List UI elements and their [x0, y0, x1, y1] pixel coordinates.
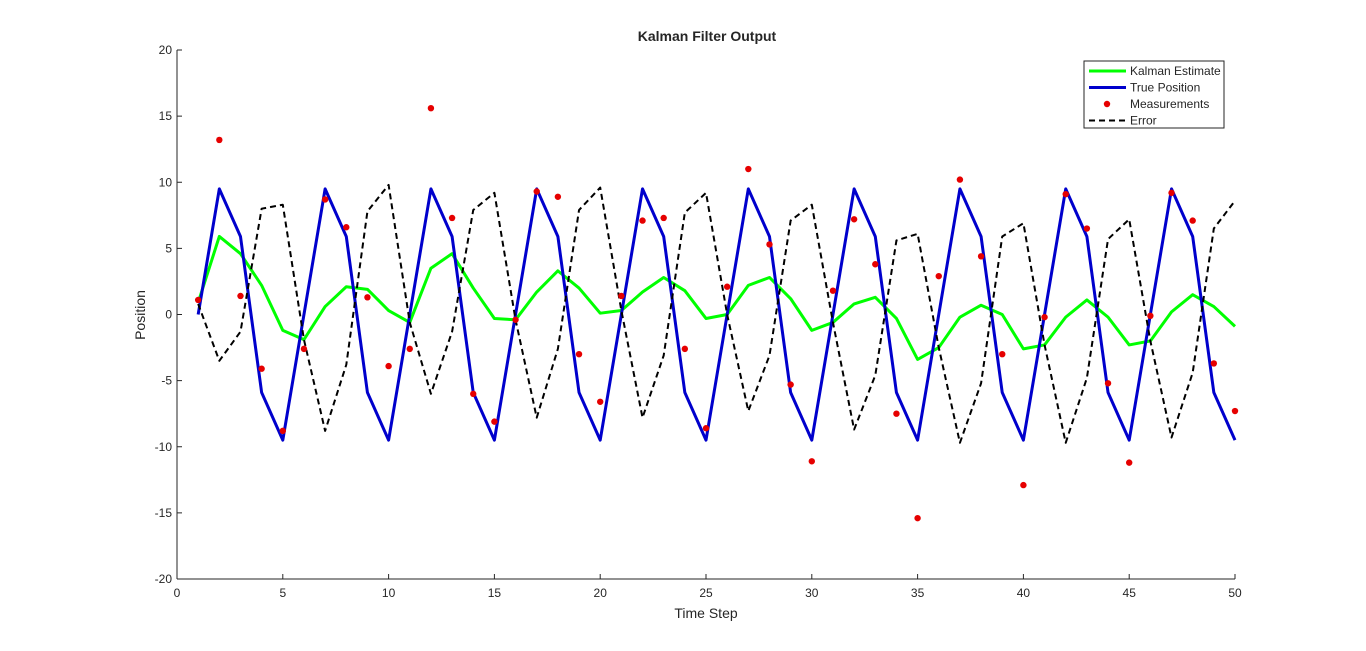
measurement-point: [364, 294, 371, 301]
series-true-position: [196, 187, 1237, 442]
legend: Kalman Estimate True Position Measurements…: [1083, 60, 1225, 129]
measurement-point: [723, 283, 731, 290]
chart-title: Kalman Filter Output: [638, 28, 777, 44]
measurement-point: [914, 514, 921, 522]
measurement-point: [512, 316, 519, 323]
legend-marker: [1103, 100, 1111, 108]
series-measurements: [194, 104, 1239, 522]
measurement-point: [935, 272, 942, 280]
plot-area: [177, 50, 1235, 579]
measurement-point: [1083, 225, 1091, 232]
legend-label: Measurements: [1130, 97, 1209, 111]
y-tick-label: 15: [159, 109, 173, 123]
series-error: [197, 183, 1236, 444]
measurement-point: [1189, 217, 1196, 224]
y-tick-label: -15: [155, 506, 173, 520]
measurement-point: [237, 292, 244, 300]
measurement-point: [872, 261, 879, 268]
legend-label: Error: [1130, 114, 1157, 128]
measurement-point: [406, 345, 413, 353]
measurement-point: [639, 217, 646, 224]
measurement-point: [1104, 380, 1112, 387]
measurement-point: [766, 241, 773, 248]
x-tick-label: 15: [488, 586, 502, 600]
legend-entry-true-position: True Position: [1089, 81, 1200, 95]
measurement-point: [300, 345, 308, 353]
x-tick-label: 5: [279, 586, 286, 600]
measurement-point: [977, 253, 985, 260]
x-tick-label: 50: [1228, 586, 1242, 600]
x-tick-label: 45: [1123, 586, 1137, 600]
y-tick-label: -5: [161, 374, 172, 388]
measurement-point: [956, 176, 964, 183]
measurement-point: [448, 214, 456, 222]
axes-layer: 0 5 10 15 20 25 30 35 40 45 50 -20 -15 -10 -5 0 5 10 15 20: [155, 43, 1242, 600]
measurement-point: [787, 381, 794, 388]
measurement-point: [1062, 190, 1069, 198]
legend-label: Kalman Estimate: [1130, 64, 1221, 78]
legend-entry-measurements: Measurements: [1103, 97, 1209, 111]
legend-entry-error: Error: [1089, 114, 1157, 128]
legend-entry-kalman-estimate: Kalman Estimate: [1089, 64, 1221, 78]
measurement-point: [1168, 189, 1175, 197]
measurement-point: [258, 365, 265, 372]
y-tick-label: 20: [159, 43, 173, 57]
measurement-point: [681, 345, 689, 353]
measurement-point: [1231, 407, 1239, 415]
x-tick-label: 30: [805, 586, 819, 600]
measurement-point: [850, 216, 858, 223]
measurement-point: [385, 362, 392, 370]
series-kalman-estimate: [196, 234, 1237, 361]
measurement-point: [216, 136, 223, 144]
measurement-point: [808, 458, 815, 465]
measurement-point: [343, 224, 350, 231]
series-layer: [194, 104, 1239, 522]
measurement-point: [491, 418, 498, 425]
measurement-point: [702, 425, 710, 432]
y-tick-label: 0: [165, 308, 172, 322]
measurement-point: [999, 350, 1006, 358]
measurement-point: [533, 188, 540, 195]
measurement-point: [575, 350, 583, 358]
y-tick-label: -10: [155, 440, 173, 454]
measurement-point: [1020, 481, 1027, 489]
measurement-point: [194, 296, 202, 304]
measurement-point: [1210, 360, 1218, 367]
y-tick-label: 10: [159, 175, 173, 189]
measurement-point: [427, 104, 435, 112]
measurement-point: [279, 427, 286, 435]
x-tick-label: 25: [699, 586, 713, 600]
error-line: [197, 183, 1236, 444]
measurement-point: [1041, 313, 1048, 321]
measurement-point: [618, 292, 625, 300]
measurement-point: [1147, 312, 1154, 320]
x-tick-label: 0: [174, 586, 181, 600]
measurement-point: [470, 390, 477, 398]
measurement-point: [893, 410, 900, 417]
x-tick-label: 40: [1017, 586, 1031, 600]
y-tick-label: -20: [155, 572, 173, 586]
y-tick-label: 5: [165, 241, 172, 255]
x-tick-label: 20: [594, 586, 608, 600]
x-tick-label: 35: [911, 586, 925, 600]
legend-label: True Position: [1130, 81, 1200, 95]
series-line: [196, 187, 1237, 442]
measurement-point: [829, 287, 837, 294]
measurement-point: [554, 193, 562, 200]
y-axis-title: Position: [132, 290, 148, 340]
measurement-point: [321, 196, 329, 203]
measurement-point: [597, 398, 604, 405]
measurement-point: [745, 165, 752, 173]
x-tick-label: 10: [382, 586, 396, 600]
x-axis-title: Time Step: [674, 605, 737, 621]
measurement-point: [1126, 459, 1133, 466]
measurement-point: [660, 214, 667, 222]
series-line: [196, 234, 1237, 361]
